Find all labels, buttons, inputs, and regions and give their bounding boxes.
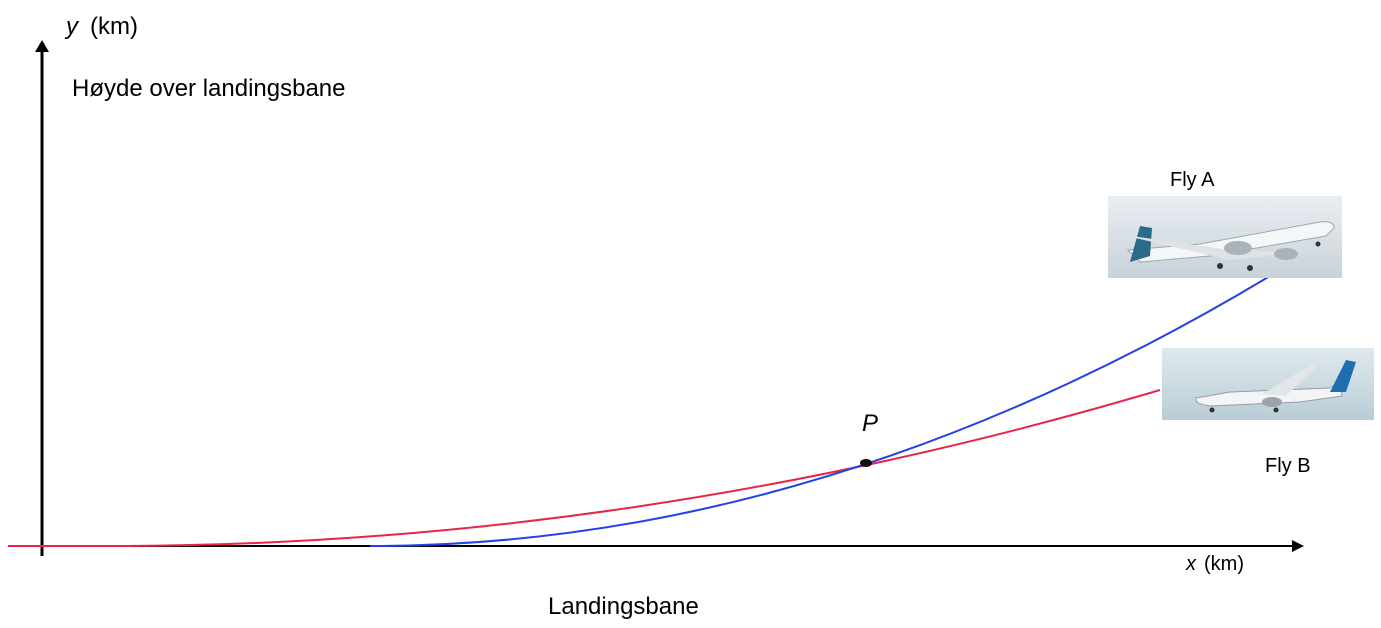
point-label: P [862,410,878,437]
plane-a-image [1108,196,1342,278]
curve-label-b: Fly B [1265,455,1311,477]
x-axis-unit: (km) [1204,553,1244,575]
curve-fly-b [8,390,1160,546]
x-axis [8,540,1304,552]
runway-label: Landingsbane [548,593,699,620]
diagram: y (km) Høyde over landingsbane Fly A Fly… [0,0,1381,623]
plane-b-image [1162,348,1374,420]
x-axis-symbol: x [1185,553,1197,575]
y-axis-unit: (km) [90,13,138,40]
point-p [860,459,872,467]
y-axis-symbol: y [64,13,80,40]
y-axis [35,40,49,556]
curve-label-a: Fly A [1170,169,1215,191]
y-axis-label: Høyde over landingsbane [72,75,346,102]
curve-fly-a [370,276,1270,546]
